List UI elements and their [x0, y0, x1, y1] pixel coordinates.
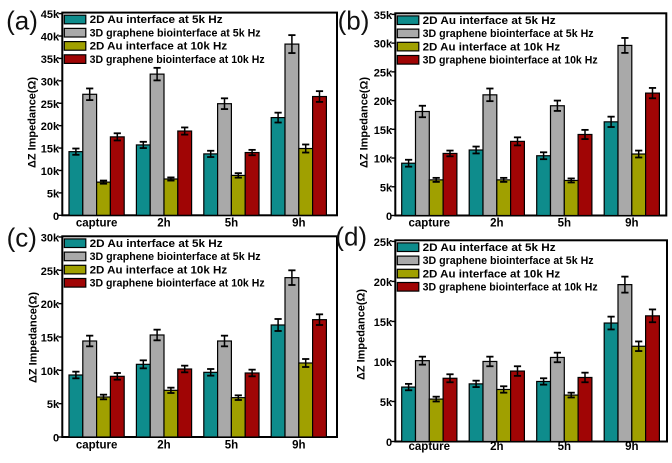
svg-text:10k: 10k — [41, 166, 60, 178]
svg-text:10k: 10k — [374, 357, 393, 369]
svg-text:capture: capture — [409, 217, 451, 229]
svg-text:(a): (a) — [6, 6, 38, 36]
svg-text:3D graphene biointerface at 5k: 3D graphene biointerface at 5k Hz — [90, 251, 261, 263]
svg-text:20k: 20k — [41, 299, 60, 311]
svg-text:15k: 15k — [374, 125, 393, 137]
svg-text:10k: 10k — [374, 154, 393, 166]
svg-text:0: 0 — [53, 433, 59, 445]
svg-text:2D Au interface at 10k Hz: 2D Au interface at 10k Hz — [423, 268, 561, 280]
svg-text:3D graphene biointerface at 5k: 3D graphene biointerface at 5k Hz — [423, 28, 594, 40]
svg-text:2D Au interface at 5k Hz: 2D Au interface at 5k Hz — [423, 242, 557, 254]
svg-text:10k: 10k — [41, 366, 60, 378]
svg-text:2D Au interface at 5k Hz: 2D Au interface at 5k Hz — [90, 238, 224, 250]
svg-text:2h: 2h — [157, 217, 170, 229]
svg-text:9h: 9h — [292, 217, 305, 229]
svg-text:30k: 30k — [41, 232, 60, 244]
svg-text:2D Au interface at 5k Hz: 2D Au interface at 5k Hz — [423, 15, 557, 27]
svg-text:2D Au interface at 10k Hz: 2D Au interface at 10k Hz — [423, 41, 561, 53]
svg-text:(c): (c) — [7, 222, 37, 252]
svg-text:(d): (d) — [335, 222, 367, 252]
svg-text:2h: 2h — [157, 439, 170, 451]
svg-text:3D graphene biointerface at 10: 3D graphene biointerface at 10k Hz — [90, 54, 265, 66]
svg-text:2D Au interface at 5k Hz: 2D Au interface at 5k Hz — [90, 14, 224, 26]
svg-text:45k: 45k — [41, 9, 60, 21]
svg-text:25k: 25k — [41, 99, 60, 111]
svg-text:3D graphene biointerface at 5k: 3D graphene biointerface at 5k Hz — [90, 27, 261, 39]
svg-text:2D Au interface at 10k Hz: 2D Au interface at 10k Hz — [90, 264, 228, 276]
svg-text:5k: 5k — [380, 182, 393, 194]
svg-text:30k: 30k — [374, 39, 393, 51]
svg-text:20k: 20k — [374, 96, 393, 108]
svg-text:5k: 5k — [47, 188, 60, 200]
svg-text:3D graphene biointerface at 10: 3D graphene biointerface at 10k Hz — [423, 55, 598, 67]
svg-text:35k: 35k — [374, 10, 393, 22]
svg-text:3D graphene biointerface at 5k: 3D graphene biointerface at 5k Hz — [423, 255, 594, 267]
svg-text:9h: 9h — [625, 217, 638, 229]
svg-text:5h: 5h — [558, 217, 571, 229]
svg-text:(b): (b) — [338, 6, 370, 36]
svg-text:9h: 9h — [625, 441, 638, 453]
svg-text:0: 0 — [386, 211, 392, 223]
svg-text:ΔZ Impedance(Ω): ΔZ Impedance(Ω) — [359, 77, 371, 168]
svg-text:ΔZ Impedance(Ω): ΔZ Impedance(Ω) — [356, 289, 368, 380]
svg-text:capture: capture — [76, 439, 118, 451]
svg-text:capture: capture — [409, 441, 451, 453]
svg-text:20k: 20k — [41, 121, 60, 133]
svg-text:15k: 15k — [374, 317, 393, 329]
svg-text:15k: 15k — [41, 333, 60, 345]
svg-text:15k: 15k — [41, 144, 60, 156]
svg-text:25k: 25k — [41, 266, 60, 278]
svg-text:9h: 9h — [292, 439, 305, 451]
svg-text:0: 0 — [53, 211, 59, 223]
svg-text:3D graphene biointerface at 10: 3D graphene biointerface at 10k Hz — [90, 278, 265, 290]
svg-text:5k: 5k — [380, 397, 393, 409]
svg-text:5h: 5h — [225, 439, 238, 451]
svg-text:5k: 5k — [47, 399, 60, 411]
svg-text:5h: 5h — [558, 441, 571, 453]
svg-text:2h: 2h — [490, 441, 503, 453]
svg-text:5h: 5h — [225, 217, 238, 229]
svg-text:20k: 20k — [374, 277, 393, 289]
svg-text:capture: capture — [76, 217, 118, 229]
svg-text:ΔZ Impedance(Ω): ΔZ Impedance(Ω) — [27, 77, 39, 168]
svg-text:40k: 40k — [41, 32, 60, 44]
svg-text:0: 0 — [386, 437, 392, 449]
svg-text:ΔZ Impedance(Ω): ΔZ Impedance(Ω) — [28, 292, 40, 383]
svg-text:2h: 2h — [490, 217, 503, 229]
svg-text:2D Au interface at 10k Hz: 2D Au interface at 10k Hz — [90, 41, 228, 53]
svg-text:3D graphene biointerface at 10: 3D graphene biointerface at 10k Hz — [423, 282, 598, 294]
svg-text:25k: 25k — [374, 237, 393, 249]
svg-text:35k: 35k — [41, 54, 60, 66]
svg-text:25k: 25k — [374, 67, 393, 79]
svg-text:30k: 30k — [41, 76, 60, 88]
